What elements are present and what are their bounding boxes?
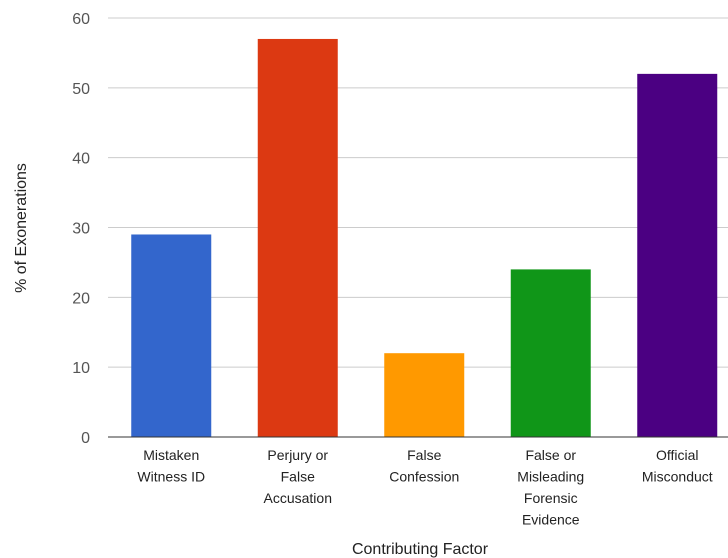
x-axis-title: Contributing Factor: [352, 541, 489, 558]
y-tick-label: 0: [81, 430, 90, 447]
y-tick-label: 40: [72, 151, 90, 168]
x-axis-category-labels: Mistaken Witness ID Perjury or False Accusat…: [137, 447, 712, 528]
x-tick-label: Mistaken Witness ID: [137, 447, 205, 485]
bar: [131, 234, 212, 437]
bar: [384, 353, 465, 437]
bar: [257, 38, 338, 437]
bar: [637, 73, 718, 437]
bars: [131, 38, 718, 437]
y-tick-label: 20: [72, 290, 90, 307]
y-axis-ticks: 0 10 20 30 40 50 60: [72, 11, 90, 447]
x-tick-label: False Confession: [389, 447, 459, 485]
gridlines: [108, 17, 728, 368]
y-tick-label: 10: [72, 360, 90, 377]
x-tick-label: Official Misconduct: [642, 447, 713, 485]
bar: [510, 269, 591, 437]
x-tick-label: Perjury or False Accusation: [264, 447, 332, 506]
y-tick-label: 60: [72, 11, 90, 28]
y-axis-title: % of Exonerations: [13, 163, 30, 293]
x-tick-label: False or Misleading Forensic Evidence: [517, 447, 584, 528]
y-tick-label: 50: [72, 81, 90, 98]
y-tick-label: 30: [72, 221, 90, 238]
